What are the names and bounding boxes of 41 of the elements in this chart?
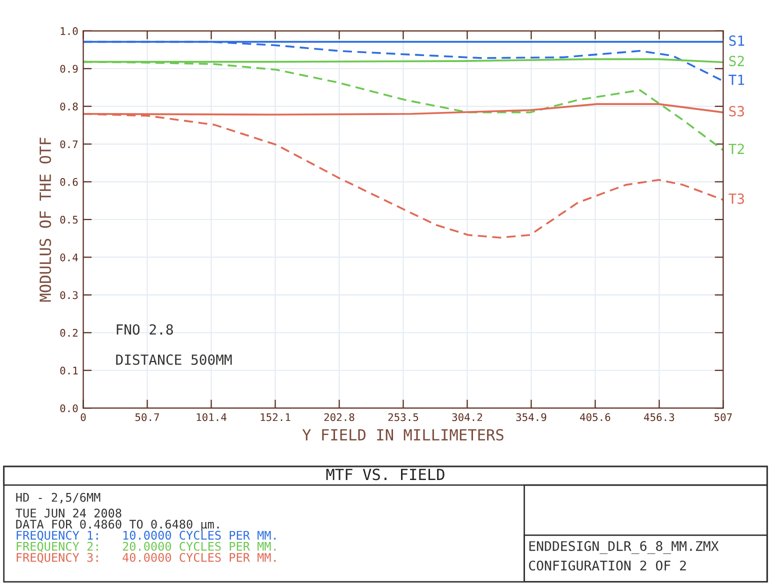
x-tick-label: 152.1: [260, 413, 290, 422]
y-tick-label: 0.2: [60, 328, 78, 337]
y-tick-label: 0.9: [60, 64, 78, 73]
y-tick-label: 0.3: [60, 291, 78, 300]
text: HD - 2,5/6MM: [16, 492, 100, 504]
y-axis-title: MODULUS OF THE OTF: [40, 138, 52, 302]
text: DATA FOR 0.4860 TO 0.6480 µm.: [16, 520, 219, 531]
series-label: T1: [728, 74, 744, 85]
x-tick-label: 456.3: [644, 413, 674, 422]
y-tick-label: 0.5: [60, 216, 78, 224]
text: TUE JUN 24 2008: [16, 508, 122, 518]
text: CONFIGURATION 2 OF 2: [529, 560, 686, 571]
series-label: S2: [729, 56, 744, 66]
series-label: S1: [729, 35, 744, 46]
series-label: S3: [729, 106, 744, 116]
annotation: DISTANCE 500MM: [116, 354, 232, 365]
y-tick-label: 0.1: [60, 366, 78, 375]
y-tick-label: 1.0: [60, 27, 78, 36]
x-tick-label: 304.2: [452, 413, 482, 422]
text: ENDDESIGN_DLR_6_8_MM.ZMX: [529, 541, 719, 554]
annotation: FNO 2.8: [116, 324, 173, 335]
y-tick-label: 0.6: [60, 178, 78, 186]
x-tick-label: 405.6: [580, 413, 610, 422]
x-tick-label: 253.5: [388, 413, 418, 422]
text: MTF VS. FIELD: [326, 468, 444, 480]
x-tick-label: 0: [80, 413, 86, 422]
y-tick-label: 0.7: [60, 140, 78, 148]
series-label: T2: [728, 144, 744, 154]
x-tick-label: 50.7: [135, 413, 160, 422]
x-tick-label: 354.9: [516, 413, 546, 422]
text: FREQUENCY 1: 10.0000 CYCLES PER MM.: [16, 530, 276, 542]
y-tick-label: 0.8: [60, 102, 78, 110]
text: FREQUENCY 3: 40.0000 CYCLES PER MM.: [16, 552, 276, 564]
y-tick-label: 0.4: [60, 253, 78, 262]
y-tick-label: 0.0: [60, 404, 78, 412]
x-axis-title: Y FIELD IN MILLIMETERS: [302, 429, 504, 441]
x-tick-label: 202.8: [324, 413, 354, 422]
series-label: T3: [728, 193, 744, 204]
text: FREQUENCY 2: 20.0000 CYCLES PER MM.: [16, 542, 276, 552]
x-tick-label: 507: [714, 413, 732, 422]
x-tick-label: 101.4: [196, 413, 226, 422]
